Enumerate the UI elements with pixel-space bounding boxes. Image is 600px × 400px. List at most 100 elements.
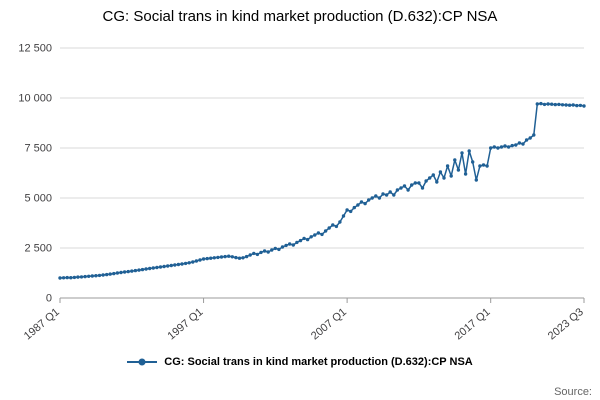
data-point[interactable] <box>169 263 173 268</box>
data-point[interactable] <box>514 143 518 147</box>
data-point[interactable] <box>560 103 565 107</box>
data-point[interactable] <box>309 235 313 239</box>
data-point[interactable] <box>219 255 224 259</box>
data-point[interactable] <box>320 232 324 237</box>
data-point[interactable] <box>259 250 263 255</box>
data-point[interactable] <box>384 193 389 197</box>
data-point[interactable] <box>413 181 417 185</box>
data-point[interactable] <box>248 253 252 257</box>
data-point[interactable] <box>349 209 353 214</box>
data-point[interactable] <box>334 224 339 229</box>
data-point[interactable] <box>173 263 177 267</box>
data-point[interactable] <box>489 146 493 150</box>
data-point[interactable] <box>550 102 554 106</box>
data-point[interactable] <box>546 102 550 106</box>
data-point[interactable] <box>198 258 202 262</box>
data-point[interactable] <box>521 142 525 146</box>
data-point[interactable] <box>137 268 141 272</box>
data-point[interactable] <box>485 164 489 168</box>
data-point[interactable] <box>578 103 583 108</box>
data-point[interactable] <box>420 186 425 190</box>
data-point[interactable] <box>392 193 396 197</box>
data-point[interactable] <box>478 164 482 168</box>
data-point[interactable] <box>201 257 206 261</box>
data-point[interactable] <box>162 264 166 269</box>
data-point[interactable] <box>194 259 199 263</box>
data-point[interactable] <box>298 238 303 243</box>
data-point[interactable] <box>557 102 561 107</box>
data-point[interactable] <box>352 205 356 210</box>
data-point[interactable] <box>187 261 191 265</box>
data-point[interactable] <box>532 133 536 137</box>
data-point[interactable] <box>237 256 242 260</box>
data-point[interactable] <box>406 188 410 192</box>
data-point[interactable] <box>65 275 69 280</box>
data-point[interactable] <box>155 265 159 270</box>
data-point[interactable] <box>503 144 507 148</box>
data-point[interactable] <box>410 183 414 187</box>
data-point[interactable] <box>119 270 123 275</box>
data-point[interactable] <box>367 198 371 202</box>
data-point[interactable] <box>571 103 575 107</box>
data-point[interactable] <box>234 255 238 260</box>
data-point[interactable] <box>496 146 500 150</box>
data-point[interactable] <box>323 229 328 233</box>
data-point[interactable] <box>460 151 464 155</box>
data-point[interactable] <box>492 145 496 149</box>
data-point[interactable] <box>528 136 532 140</box>
data-point[interactable] <box>313 233 317 237</box>
data-point[interactable] <box>69 276 73 280</box>
data-point[interactable] <box>341 214 346 218</box>
data-point[interactable] <box>305 237 310 242</box>
data-point[interactable] <box>331 223 335 227</box>
data-point[interactable] <box>575 103 579 108</box>
data-point[interactable] <box>180 262 184 266</box>
data-point[interactable] <box>510 143 514 148</box>
data-point[interactable] <box>83 274 87 279</box>
data-point[interactable] <box>144 267 148 271</box>
data-point[interactable] <box>316 231 321 235</box>
data-point[interactable] <box>302 236 306 241</box>
data-point[interactable] <box>105 272 109 277</box>
data-point[interactable] <box>90 274 95 278</box>
data-point[interactable] <box>130 269 134 273</box>
data-point[interactable] <box>456 168 461 172</box>
data-point[interactable] <box>277 247 281 252</box>
data-point[interactable] <box>126 269 130 274</box>
data-point[interactable] <box>356 203 360 207</box>
data-point[interactable] <box>327 226 331 230</box>
data-point[interactable] <box>72 275 77 280</box>
data-point[interactable] <box>471 160 475 164</box>
data-point[interactable] <box>284 243 288 248</box>
data-point[interactable] <box>61 276 66 280</box>
data-point[interactable] <box>79 275 84 279</box>
data-point[interactable] <box>76 275 80 279</box>
data-point[interactable] <box>216 255 220 260</box>
data-point[interactable] <box>542 102 547 107</box>
data-point[interactable] <box>582 104 586 108</box>
data-point[interactable] <box>428 176 432 180</box>
data-point[interactable] <box>140 267 145 272</box>
data-point[interactable] <box>255 252 260 257</box>
data-point[interactable] <box>87 274 91 278</box>
data-point[interactable] <box>442 176 446 180</box>
data-point[interactable] <box>370 196 374 200</box>
data-point[interactable] <box>388 190 392 194</box>
data-point[interactable] <box>223 254 227 259</box>
data-point[interactable] <box>151 266 155 270</box>
data-point[interactable] <box>262 249 267 253</box>
data-point[interactable] <box>395 188 400 192</box>
data-point[interactable] <box>148 266 152 271</box>
data-point[interactable] <box>438 170 443 174</box>
data-point[interactable] <box>431 173 435 177</box>
data-point[interactable] <box>273 246 277 251</box>
data-point[interactable] <box>449 174 453 178</box>
data-point[interactable] <box>183 261 188 266</box>
data-point[interactable] <box>291 243 295 247</box>
data-point[interactable] <box>474 178 478 182</box>
data-point[interactable] <box>227 254 231 258</box>
data-point[interactable] <box>435 180 439 184</box>
data-point[interactable] <box>122 270 127 274</box>
data-point[interactable] <box>58 276 62 280</box>
data-point[interactable] <box>244 254 249 259</box>
